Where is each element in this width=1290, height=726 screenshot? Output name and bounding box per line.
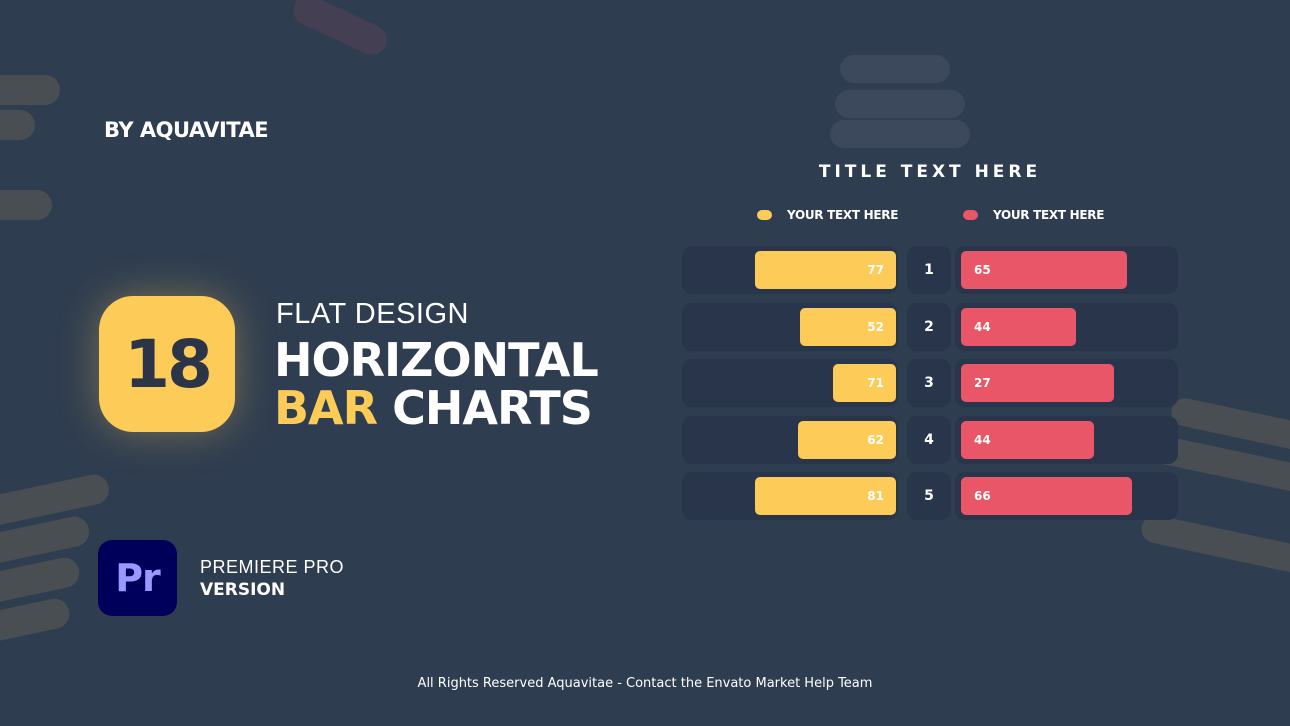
data-label: 44 [974, 432, 991, 447]
chart-title: TITLE TEXT HERE [818, 162, 1042, 182]
legend-swatch-red [963, 210, 978, 220]
premiere-pro-icon: Pr [98, 540, 177, 616]
headline-line2: BAR CHARTS [274, 381, 593, 435]
bar-yellow: 62 [798, 420, 896, 459]
byline: BY AQUAVITAE [104, 118, 269, 142]
headline-rest: CHARTS [392, 381, 593, 435]
data-label: 52 [867, 319, 884, 334]
count-badge: 18 [99, 296, 235, 432]
chart-row: 2 52 44 [682, 302, 1178, 351]
bar-red: 27 [961, 364, 1114, 402]
data-label: 27 [974, 376, 991, 390]
bar-yellow: 52 [800, 307, 896, 346]
data-label: 81 [867, 489, 884, 503]
data-label: 77 [867, 263, 884, 277]
data-label: 62 [867, 432, 884, 447]
app-version-label: VERSION [200, 580, 286, 600]
chart-row: 1 77 65 [682, 246, 1178, 294]
category-label: 2 [907, 302, 951, 351]
bar-yellow: 77 [755, 251, 896, 289]
data-label: 65 [974, 263, 991, 277]
bar-red: 65 [961, 251, 1127, 289]
data-label: 71 [867, 376, 884, 390]
legend-label: YOUR TEXT HERE [787, 208, 899, 222]
category-label: 1 [907, 246, 951, 294]
category-label: 3 [907, 359, 951, 407]
category-label: 4 [907, 415, 951, 464]
chart-row: 5 81 66 [682, 472, 1178, 520]
chart-row: 4 62 44 [682, 415, 1178, 464]
data-label: 66 [974, 489, 991, 503]
chart-row: 3 71 27 [682, 359, 1178, 407]
bar-red: 66 [961, 477, 1132, 515]
bar-yellow: 71 [833, 364, 896, 402]
headline-highlight: BAR [274, 381, 378, 435]
legend-item-yellow: YOUR TEXT HERE [757, 208, 898, 222]
legend-item-red: YOUR TEXT HERE [963, 208, 1104, 222]
subtitle: FLAT DESIGN [276, 298, 469, 330]
bar-yellow: 81 [755, 477, 896, 515]
bar-red: 44 [961, 420, 1094, 459]
data-label: 44 [974, 319, 991, 334]
app-name: PREMIERE PRO [200, 557, 345, 577]
legend-swatch-yellow [757, 210, 772, 220]
legend-label: YOUR TEXT HERE [993, 208, 1105, 222]
footer-copyright: All Rights Reserved Aquavitae - Contact … [417, 676, 873, 691]
headline-line1: HORIZONTAL [274, 333, 599, 387]
category-label: 5 [907, 472, 951, 520]
bar-red: 44 [961, 307, 1076, 346]
